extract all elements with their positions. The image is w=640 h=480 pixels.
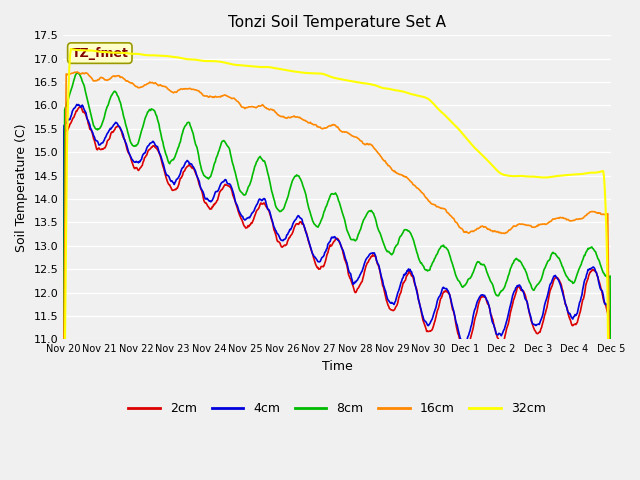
2cm bbox=[330, 240, 337, 245]
Line: 16cm: 16cm bbox=[63, 72, 611, 480]
8cm bbox=[557, 261, 565, 267]
Line: 4cm: 4cm bbox=[63, 104, 611, 480]
32cm bbox=[436, 108, 444, 114]
Line: 2cm: 2cm bbox=[63, 107, 611, 480]
Text: TZ_fmet: TZ_fmet bbox=[72, 47, 128, 60]
4cm bbox=[383, 292, 390, 298]
32cm bbox=[330, 75, 337, 81]
Line: 8cm: 8cm bbox=[63, 72, 611, 480]
4cm bbox=[73, 101, 81, 107]
16cm bbox=[74, 69, 81, 75]
16cm bbox=[204, 94, 212, 99]
16cm bbox=[60, 418, 67, 424]
Title: Tonzi Soil Temperature Set A: Tonzi Soil Temperature Set A bbox=[228, 15, 446, 30]
16cm bbox=[557, 215, 565, 221]
32cm bbox=[67, 46, 75, 52]
2cm bbox=[180, 168, 188, 174]
8cm bbox=[383, 248, 390, 253]
8cm bbox=[204, 175, 212, 180]
4cm bbox=[204, 196, 212, 202]
X-axis label: Time: Time bbox=[322, 360, 353, 373]
2cm bbox=[557, 282, 565, 288]
4cm bbox=[330, 234, 337, 240]
Line: 32cm: 32cm bbox=[63, 49, 611, 480]
16cm bbox=[383, 161, 390, 167]
16cm bbox=[436, 205, 444, 211]
4cm bbox=[557, 286, 565, 291]
8cm bbox=[330, 191, 337, 197]
Y-axis label: Soil Temperature (C): Soil Temperature (C) bbox=[15, 123, 28, 252]
16cm bbox=[180, 86, 188, 92]
2cm bbox=[76, 104, 84, 109]
32cm bbox=[383, 85, 390, 91]
8cm bbox=[180, 125, 188, 131]
4cm bbox=[436, 292, 444, 298]
32cm bbox=[204, 58, 212, 64]
8cm bbox=[607, 417, 614, 422]
32cm bbox=[557, 173, 565, 179]
4cm bbox=[180, 163, 188, 168]
2cm bbox=[383, 298, 390, 303]
Legend: 2cm, 4cm, 8cm, 16cm, 32cm: 2cm, 4cm, 8cm, 16cm, 32cm bbox=[124, 397, 550, 420]
32cm bbox=[180, 56, 188, 61]
2cm bbox=[204, 203, 212, 209]
8cm bbox=[60, 479, 67, 480]
8cm bbox=[436, 245, 444, 251]
4cm bbox=[60, 366, 67, 372]
2cm bbox=[60, 369, 67, 374]
8cm bbox=[74, 70, 81, 75]
2cm bbox=[436, 296, 444, 302]
16cm bbox=[330, 121, 337, 127]
